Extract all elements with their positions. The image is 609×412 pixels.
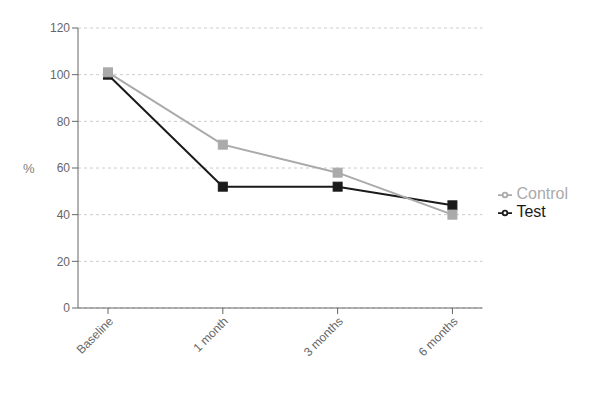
svg-text:100: 100 <box>50 68 70 82</box>
svg-text:60: 60 <box>57 161 71 175</box>
svg-text:40: 40 <box>57 208 71 222</box>
svg-text:120: 120 <box>50 21 70 35</box>
svg-text:3 months: 3 months <box>301 314 346 359</box>
svg-text:0: 0 <box>63 301 70 315</box>
svg-text:80: 80 <box>57 115 71 129</box>
html-text:Test: Test <box>516 203 546 220</box>
svg-text:6 months: 6 months <box>416 314 461 359</box>
svg-text:Baseline: Baseline <box>74 314 117 357</box>
svg-text:%: % <box>23 161 35 176</box>
html-text:Control: Control <box>516 185 568 202</box>
svg-text:1 month: 1 month <box>190 314 231 355</box>
svg-text:20: 20 <box>57 255 71 269</box>
